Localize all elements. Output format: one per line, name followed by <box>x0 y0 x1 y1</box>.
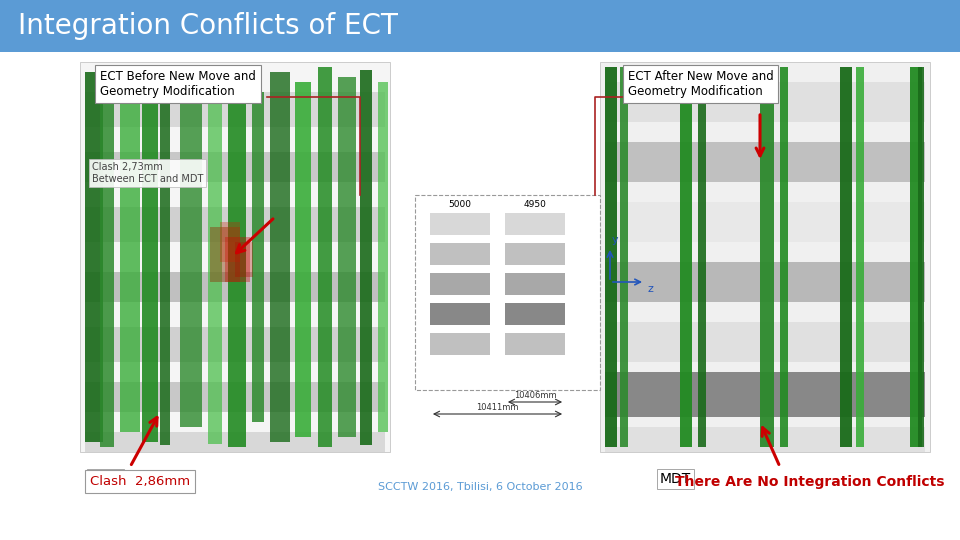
Bar <box>918 67 924 447</box>
Bar <box>605 372 925 417</box>
Text: 10406mm: 10406mm <box>514 391 556 400</box>
Bar <box>235 242 253 277</box>
Bar <box>620 67 628 447</box>
Bar <box>430 303 490 325</box>
Bar <box>0 0 960 52</box>
Bar <box>430 213 490 235</box>
Bar <box>318 67 332 447</box>
Bar <box>910 67 922 447</box>
Bar <box>605 427 925 452</box>
Bar <box>338 77 356 437</box>
Bar <box>85 92 385 127</box>
Bar <box>605 67 617 447</box>
Bar <box>85 152 385 182</box>
Bar <box>840 67 852 447</box>
Bar <box>180 87 202 427</box>
Bar <box>430 333 490 355</box>
Text: 5000: 5000 <box>448 200 471 209</box>
Text: z: z <box>647 284 653 294</box>
Bar <box>252 92 264 422</box>
Bar <box>80 62 390 452</box>
Bar <box>430 273 490 295</box>
Bar <box>85 207 385 242</box>
Bar <box>120 82 140 432</box>
Bar <box>270 72 290 442</box>
Bar <box>210 227 240 282</box>
Bar <box>85 72 103 442</box>
Bar <box>600 62 930 452</box>
Bar <box>505 333 565 355</box>
Text: MDT: MDT <box>660 472 691 486</box>
Bar <box>430 243 490 265</box>
Bar <box>415 195 600 390</box>
Text: ECT Before New Move and
Geometry Modification: ECT Before New Move and Geometry Modific… <box>100 70 256 98</box>
Text: y: y <box>612 235 618 245</box>
Text: 10411mm: 10411mm <box>476 403 518 412</box>
Bar <box>295 82 311 437</box>
Bar <box>85 272 385 302</box>
Bar <box>85 432 385 452</box>
Text: There Are No Integration Conflicts: There Are No Integration Conflicts <box>675 475 945 489</box>
Bar <box>760 67 774 447</box>
Bar <box>225 237 250 282</box>
Bar <box>505 303 565 325</box>
Bar <box>505 243 565 265</box>
Bar <box>605 82 925 122</box>
Bar <box>85 327 385 362</box>
Bar <box>505 213 565 235</box>
Text: SCCTW 2016, Tbilisi, 6 October 2016: SCCTW 2016, Tbilisi, 6 October 2016 <box>377 482 583 492</box>
Bar <box>220 222 240 262</box>
Bar <box>160 70 170 445</box>
Text: 4950: 4950 <box>523 200 546 209</box>
Text: ECT After New Move and
Geometry Modification: ECT After New Move and Geometry Modifica… <box>628 70 774 98</box>
Text: MDT: MDT <box>90 472 121 486</box>
Bar <box>100 67 114 447</box>
Bar <box>605 142 925 182</box>
Bar <box>228 67 246 447</box>
Text: Integration Conflicts of ECT: Integration Conflicts of ECT <box>18 12 397 40</box>
Bar <box>780 67 788 447</box>
Bar <box>698 67 706 447</box>
Bar <box>505 273 565 295</box>
Bar <box>680 67 692 447</box>
Bar <box>208 74 222 444</box>
Text: Clash 2,73mm
Between ECT and MDT: Clash 2,73mm Between ECT and MDT <box>92 162 204 184</box>
Bar <box>605 322 925 362</box>
Bar <box>142 77 158 442</box>
Text: Clash  2,86mm: Clash 2,86mm <box>90 475 190 488</box>
Bar <box>85 382 385 412</box>
Bar <box>360 70 372 445</box>
Bar <box>605 262 925 302</box>
Bar <box>856 67 864 447</box>
Bar <box>378 82 388 432</box>
Bar <box>605 202 925 242</box>
